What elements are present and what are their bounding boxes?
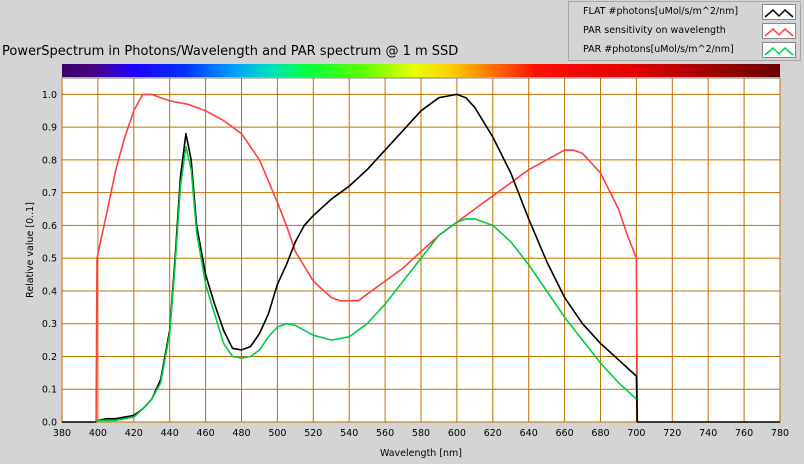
y-axis-ticks: 0.0 0.1 0.2 0.3 0.4 0.5 0.6 0.7 0.8 0.9 1.0 [42, 90, 57, 429]
grid-lines [61, 78, 781, 423]
x-axis-ticks: 380 400 420 440 460 480 500 520 540 560 580 600 620 6… [53, 428, 789, 439]
legend-item-flat-photons: FLAT #photons[uMol/s/m^2/nm] [569, 3, 800, 22]
legend-swatch-par-photons [762, 42, 796, 58]
legend-item-par-sensitivity: PAR sensitivity on wavelength [569, 22, 800, 41]
x-tick-label: 500 [268, 428, 286, 439]
y-tick-label: 0.9 [42, 123, 57, 134]
legend-item-par-photons: PAR #photons[uMol/s/m^2/nm] [569, 41, 800, 60]
x-tick-label: 440 [161, 428, 179, 439]
x-tick-label: 640 [520, 428, 538, 439]
series-par-photons [95, 146, 637, 423]
x-tick-label: 780 [771, 428, 789, 439]
y-tick-label: 1.0 [42, 90, 57, 101]
x-axis-label: Wavelength [nm] [380, 448, 462, 459]
x-tick-label: 700 [627, 428, 645, 439]
x-tick-label: 580 [412, 428, 430, 439]
x-tick-label: 620 [484, 428, 502, 439]
y-tick-label: 0.6 [42, 221, 57, 232]
y-tick-label: 0.8 [42, 155, 57, 166]
x-tick-label: 600 [448, 428, 466, 439]
legend-swatch-par-sensitivity [762, 23, 796, 39]
y-tick-label: 0.0 [42, 418, 57, 429]
legend-swatch-flat-photons [762, 4, 796, 20]
x-tick-label: 460 [197, 428, 215, 439]
x-tick-label: 740 [699, 428, 717, 439]
legend-label: PAR #photons[uMol/s/m^2/nm] [583, 44, 734, 55]
series-par-sensitivity [95, 93, 639, 423]
y-tick-label: 0.2 [42, 352, 57, 363]
x-tick-label: 760 [735, 428, 753, 439]
spectrum-color-bar [62, 64, 780, 77]
x-tick-label: 480 [232, 428, 250, 439]
x-tick-label: 540 [340, 428, 358, 439]
x-tick-label: 380 [53, 428, 71, 439]
legend: FLAT #photons[uMol/s/m^2/nm] PAR sensiti… [568, 1, 801, 61]
x-tick-label: 680 [591, 428, 609, 439]
x-tick-label: 660 [556, 428, 574, 439]
y-tick-label: 0.3 [42, 319, 57, 330]
y-tick-label: 0.7 [42, 188, 57, 199]
x-tick-label: 560 [376, 428, 394, 439]
x-tick-label: 400 [89, 428, 107, 439]
x-tick-label: 520 [304, 428, 322, 439]
y-tick-label: 0.5 [42, 254, 57, 265]
x-tick-label: 420 [125, 428, 143, 439]
y-tick-label: 0.4 [42, 286, 57, 297]
series-layer [62, 93, 780, 423]
y-axis-label: Relative value [0..1] [25, 202, 36, 298]
x-tick-label: 720 [663, 428, 681, 439]
y-tick-label: 0.1 [42, 385, 57, 396]
legend-label: PAR sensitivity on wavelength [583, 25, 726, 36]
legend-label: FLAT #photons[uMol/s/m^2/nm] [583, 6, 739, 17]
chart-title: PowerSpectrum in Photons/Wavelength and … [2, 44, 459, 59]
